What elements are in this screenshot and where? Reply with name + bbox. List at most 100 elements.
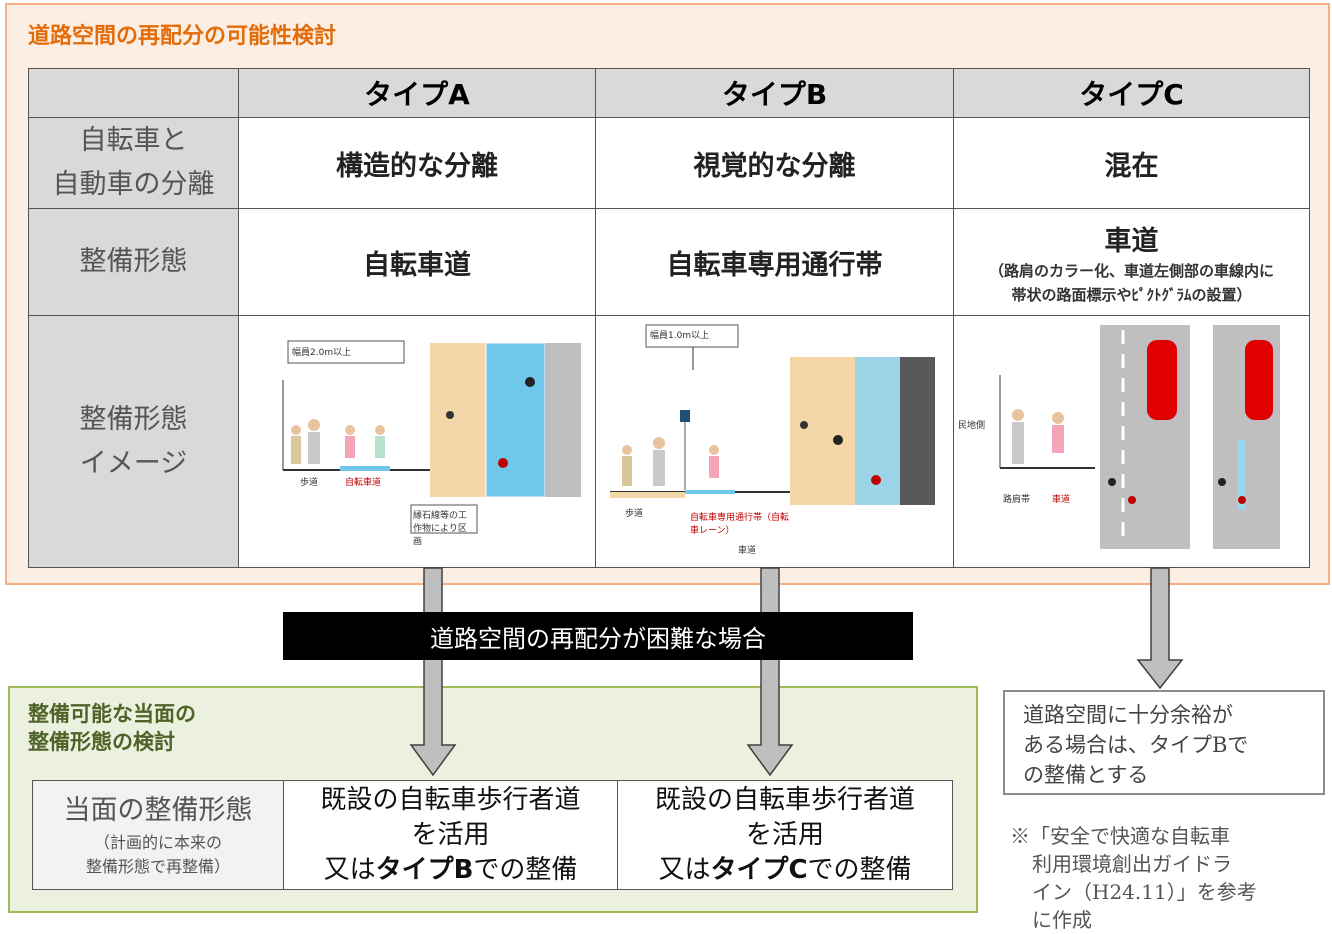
option-line: 既設の自転車歩行者道 bbox=[654, 784, 915, 815]
note-line: イン（H24.11）」を参考 bbox=[1032, 880, 1257, 904]
image-cell bbox=[953, 315, 1310, 568]
option-emphasis: タイプC bbox=[710, 854, 808, 885]
cyclist-dot bbox=[498, 458, 508, 468]
cyclist-dot bbox=[1108, 478, 1116, 486]
side-box: 道路空間に十分余裕が ある場合は、タイプBで の整備とする bbox=[1003, 690, 1325, 795]
interim-title: 整備可能な当面の 整備形態の検討 bbox=[28, 700, 196, 756]
label-note: 整備形態で再整備） bbox=[85, 857, 230, 876]
option-line: を活用 bbox=[745, 819, 824, 850]
row-label: 自転車と自動車の分離 bbox=[28, 117, 239, 209]
image-label: 幅員2.0m以上 bbox=[292, 348, 352, 358]
cyclist-dot bbox=[833, 435, 843, 445]
title-line: 整備可能な当面の bbox=[28, 702, 196, 726]
person bbox=[1012, 409, 1024, 421]
option-line: を活用 bbox=[411, 819, 490, 850]
cyclist-dot bbox=[1238, 496, 1246, 504]
cell-note: （路肩のカラー化、車道左側部の車線内に bbox=[988, 261, 1274, 280]
cell-note: 帯状の路面標示やﾋﾟｸﾄｸﾞﾗﾑの設置） bbox=[1011, 285, 1252, 304]
note-box bbox=[410, 504, 478, 534]
sidewalk-plan bbox=[790, 357, 855, 505]
flow-arrow bbox=[409, 567, 457, 777]
reference-note: ※「安全で快適な自転車 利用環境創出ガイドラ イン（H24.11）」を参考 に作成 bbox=[1010, 822, 1257, 934]
option-line: 又はタイプBでの整備 bbox=[324, 853, 578, 888]
option-line: 既設の自転車歩行者道 bbox=[320, 784, 581, 815]
label-text: 当面の整備形態 bbox=[63, 795, 253, 826]
cyclist bbox=[1052, 412, 1064, 424]
image-label: 自転車道 bbox=[345, 478, 382, 488]
person bbox=[653, 437, 665, 449]
sign bbox=[680, 410, 690, 422]
person bbox=[653, 450, 665, 486]
title-line: 整備形態の検討 bbox=[28, 730, 175, 754]
person bbox=[1012, 422, 1024, 464]
cyclist bbox=[375, 425, 385, 435]
cyclist bbox=[345, 425, 355, 435]
label-line: 整備形態 bbox=[79, 403, 188, 435]
option-text: 又は bbox=[658, 854, 711, 885]
sidewalk-plan bbox=[430, 343, 486, 497]
pedestrian-dot bbox=[800, 421, 808, 429]
label-note: （計画的に本来の bbox=[93, 833, 222, 852]
person bbox=[308, 432, 320, 464]
image-label: 幅員1.0m以上 bbox=[650, 331, 710, 341]
option-cell: 既設の自転車歩行者道 を活用 又はタイプBでの整備 bbox=[283, 780, 618, 890]
image-label: 車道 bbox=[738, 546, 757, 556]
cyclist-dot bbox=[871, 475, 881, 485]
column-header: タイプA bbox=[238, 68, 596, 118]
flow-arrow bbox=[746, 567, 794, 777]
road-plan bbox=[900, 357, 935, 505]
panel-title: 道路空間の再配分の可能性検討 bbox=[28, 24, 337, 49]
cyclist bbox=[345, 436, 355, 458]
note-line: ※「安全で快適な自転車 bbox=[1010, 824, 1230, 848]
row-label: 整備形態 bbox=[28, 208, 239, 316]
type-a-illustration bbox=[282, 340, 581, 534]
type-table: タイプA タイプB タイプC 自転車と 自動車の分離 構造的な分離 視覚的な分離 … bbox=[28, 68, 1310, 568]
cell-text: 車道 bbox=[1104, 225, 1159, 257]
option-cell: 既設の自転車歩行者道 を活用 又はタイプCでの整備 bbox=[617, 780, 953, 890]
row-label: 当面の整備形態 （計画的に本来の 整備形態で再整備） bbox=[32, 780, 284, 890]
option-text: 又は bbox=[323, 854, 376, 885]
image-label: 民地側 bbox=[958, 421, 986, 431]
note-line: に作成 bbox=[1032, 908, 1092, 932]
column-header: タイプB bbox=[595, 68, 954, 118]
person bbox=[308, 419, 320, 431]
label-line: イメージ bbox=[79, 447, 188, 479]
label-line: 自動車の分離 bbox=[52, 169, 215, 200]
car bbox=[1245, 340, 1273, 420]
image-label: 路肩帯 bbox=[1003, 495, 1031, 505]
side-line: の整備とする bbox=[1023, 763, 1149, 787]
sidewalk-strip bbox=[610, 492, 685, 498]
type-c-illustration bbox=[999, 325, 1280, 549]
interim-table: 当面の整備形態 （計画的に本来の 整備形態で再整備） 既設の自転車歩行者道 を活用… bbox=[32, 780, 953, 890]
column-header: タイプC bbox=[953, 68, 1310, 118]
label-line: 自転車と bbox=[79, 125, 188, 156]
option-text: での整備 bbox=[473, 854, 578, 885]
cyclist bbox=[709, 456, 719, 478]
cyclist bbox=[375, 436, 385, 458]
option-line: 又はタイプCでの整備 bbox=[658, 853, 911, 888]
flow-arrow bbox=[1136, 567, 1184, 690]
cyclist-dot bbox=[1128, 496, 1136, 504]
person bbox=[622, 456, 632, 486]
image-label: 車道 bbox=[1052, 495, 1071, 505]
condition-banner: 道路空間の再配分が困難な場合 bbox=[283, 612, 913, 660]
cyclist bbox=[1052, 425, 1064, 453]
width-box bbox=[645, 324, 739, 348]
pedestrian-dot bbox=[446, 411, 454, 419]
cyclist-dot bbox=[1218, 478, 1226, 486]
lane-strip bbox=[340, 466, 390, 471]
person bbox=[622, 445, 632, 455]
pictogram bbox=[1237, 440, 1245, 510]
image-label: 歩道 bbox=[625, 509, 644, 519]
cyclist-dot bbox=[525, 377, 535, 387]
option-emphasis: タイプB bbox=[375, 854, 474, 885]
cyclist bbox=[709, 445, 719, 455]
road-plan bbox=[545, 343, 581, 497]
image-label: 縁石線等の工作物により区画 bbox=[413, 511, 468, 547]
row-label: 整備形態 イメージ bbox=[28, 315, 239, 568]
car bbox=[1147, 340, 1177, 420]
image-label: 自転車専用通行帯（自転車レーン） bbox=[690, 513, 790, 536]
type-b-illustration bbox=[610, 324, 935, 505]
